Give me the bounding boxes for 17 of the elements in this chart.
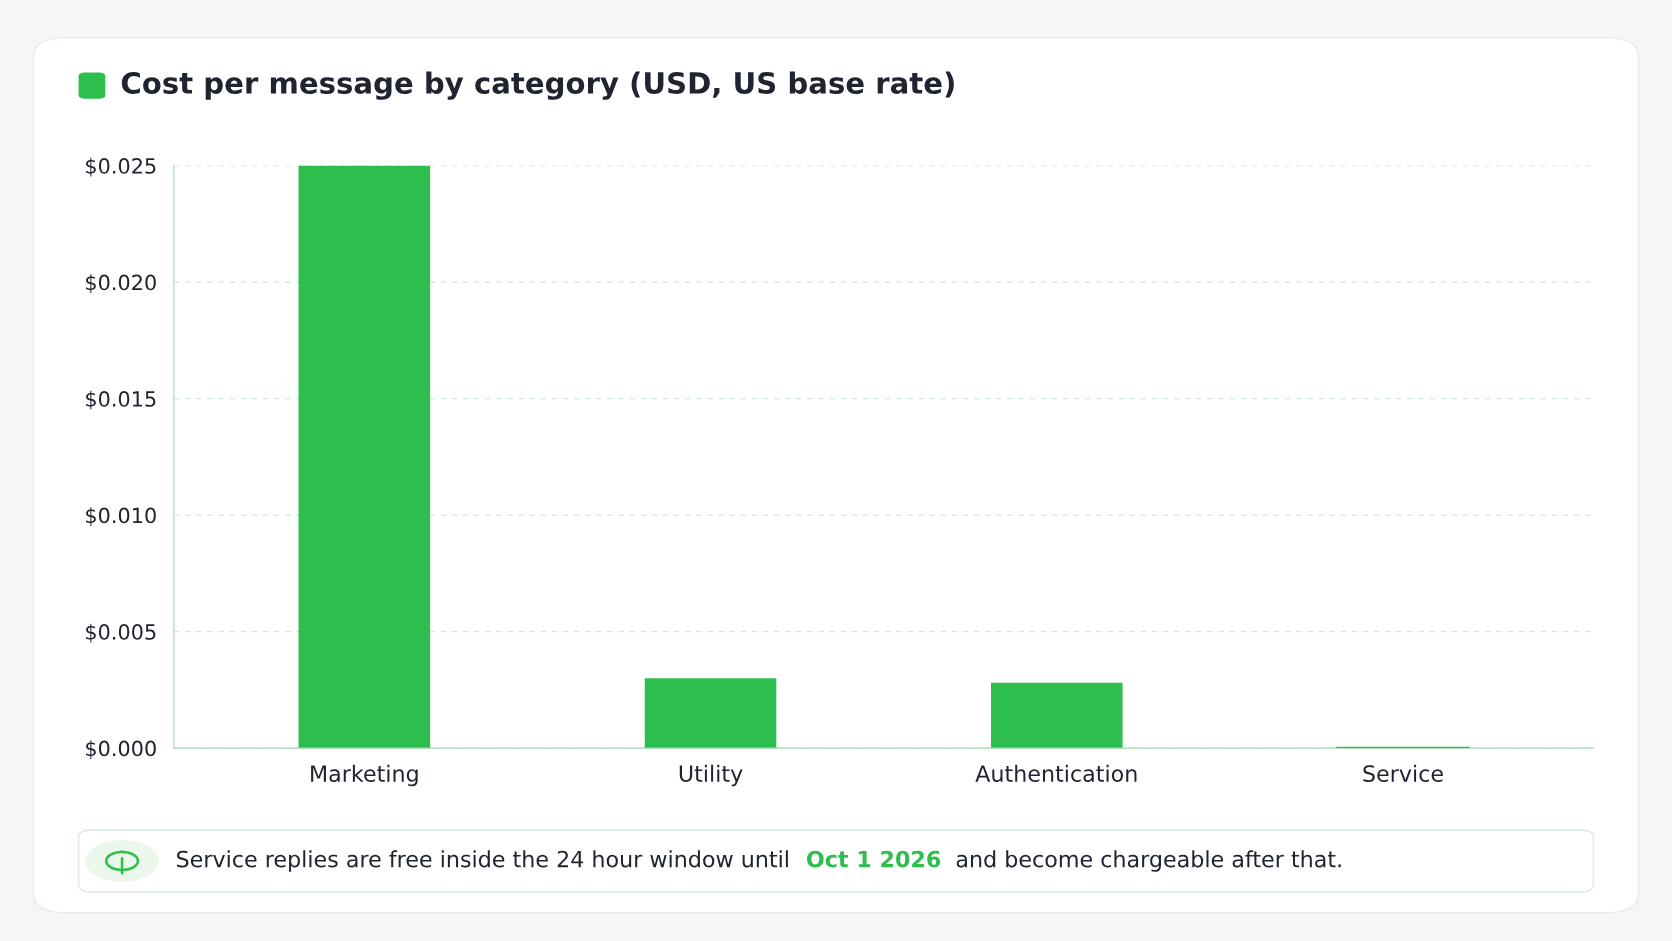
y-tick-label: $0.010 <box>86 507 156 527</box>
x-tick-label: Authentication <box>975 764 1137 782</box>
chart-title: Cost per message by category (USD, US base rate) <box>121 71 954 100</box>
bar <box>644 678 777 749</box>
y-tick-label: $0.005 <box>86 623 156 643</box>
text: Oct 1 2026 <box>806 850 941 868</box>
y-tick-label: $0.015 <box>86 390 156 410</box>
y-tick-label: $0.000 <box>86 740 156 760</box>
x-tick-label: Service <box>1363 764 1443 782</box>
y-tick-label: $0.020 <box>86 274 156 294</box>
x-tick-label: Marketing <box>311 764 418 787</box>
bar <box>298 165 431 749</box>
y-tick-label: $0.025 <box>86 157 156 177</box>
bar <box>990 682 1123 749</box>
x-tick-label: Utility <box>679 764 743 787</box>
text: and become chargeable after that. <box>956 850 1341 872</box>
text: Service replies are free inside the 24 hour window until <box>177 850 788 872</box>
